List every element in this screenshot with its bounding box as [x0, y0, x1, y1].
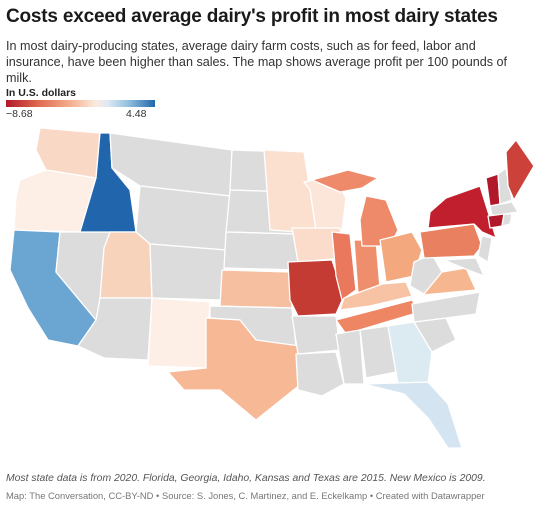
state-georgia[interactable] [387, 321, 433, 385]
state-new-york[interactable] [427, 185, 497, 239]
state-maryland-delaware[interactable] [443, 257, 485, 277]
source-credit: Map: The Conversation, CC-BY-ND • Source… [6, 490, 485, 501]
legend-max-label: 4.48 [126, 108, 147, 120]
legend-min-label: −8.68 [6, 108, 33, 120]
chart-title: Costs exceed average dairy's profit in m… [6, 6, 498, 27]
state-north-carolina[interactable] [411, 291, 481, 323]
state-maine[interactable] [505, 139, 535, 201]
state-louisiana[interactable] [295, 351, 345, 397]
state-montana[interactable] [109, 132, 233, 197]
state-pennsylvania[interactable] [419, 223, 483, 259]
state-kentucky[interactable] [339, 281, 413, 311]
state-michigan-upper[interactable] [311, 169, 379, 193]
state-minnesota[interactable] [263, 149, 317, 233]
state-massachusetts[interactable] [489, 201, 519, 217]
state-new-jersey[interactable] [477, 235, 493, 263]
state-arkansas[interactable] [291, 315, 341, 355]
footnote: Most state data is from 2020. Florida, G… [6, 473, 486, 484]
state-texas[interactable] [167, 317, 307, 421]
chart-description: In most dairy-producing states, average … [6, 39, 508, 85]
legend-color-bar [6, 100, 155, 107]
state-new-hampshire[interactable] [497, 167, 513, 205]
state-virginia[interactable] [411, 267, 477, 297]
state-colorado[interactable] [149, 243, 227, 301]
state-wyoming[interactable] [135, 185, 231, 251]
state-illinois[interactable] [331, 231, 357, 301]
state-rhode-island[interactable] [501, 213, 513, 227]
state-utah[interactable] [99, 231, 153, 299]
state-missouri[interactable] [287, 259, 345, 317]
legend-title: In U.S. dollars [6, 87, 77, 99]
state-new-mexico[interactable] [147, 297, 211, 369]
state-kansas[interactable] [219, 269, 293, 309]
state-florida[interactable] [363, 381, 463, 449]
us-choropleth-map [9, 127, 535, 449]
